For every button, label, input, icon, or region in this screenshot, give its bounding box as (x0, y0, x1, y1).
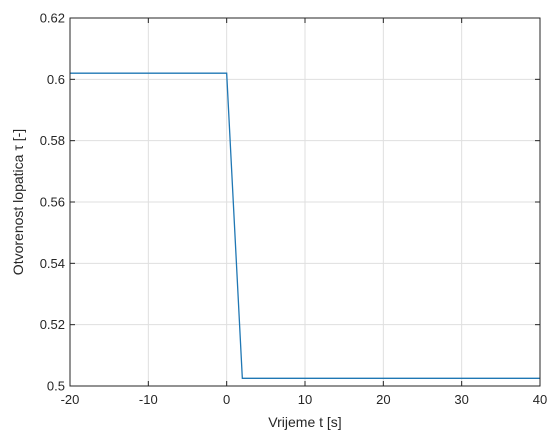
x-tick-label: 40 (533, 392, 547, 407)
y-tick-label: 0.54 (40, 256, 65, 271)
x-tick-label: 10 (298, 392, 312, 407)
y-tick-label: 0.56 (40, 195, 65, 210)
x-axis-label: Vrijeme t [s] (268, 414, 341, 430)
x-tick-label: -10 (139, 392, 158, 407)
y-axis-label: Otvorenost lopatica τ [-] (10, 129, 26, 275)
x-tick-label: 0 (223, 392, 230, 407)
series-group (70, 72, 540, 379)
x-tick-label: 20 (376, 392, 390, 407)
x-tick-label: 30 (454, 392, 468, 407)
tick-marks (69, 17, 541, 387)
series-line (70, 72, 540, 379)
x-tick-label: -20 (61, 392, 80, 407)
y-tick-label: 0.6 (47, 72, 65, 87)
y-tick-label: 0.62 (40, 11, 65, 26)
y-tick-label: 0.58 (40, 133, 65, 148)
y-tick-label: 0.52 (40, 317, 65, 332)
x-tick-labels: -20 -10 0 10 20 30 40 (61, 392, 548, 407)
y-tick-label: 0.5 (47, 379, 65, 394)
y-tick-labels: 0.5 0.52 0.54 0.56 0.58 0.6 0.62 (40, 11, 65, 394)
